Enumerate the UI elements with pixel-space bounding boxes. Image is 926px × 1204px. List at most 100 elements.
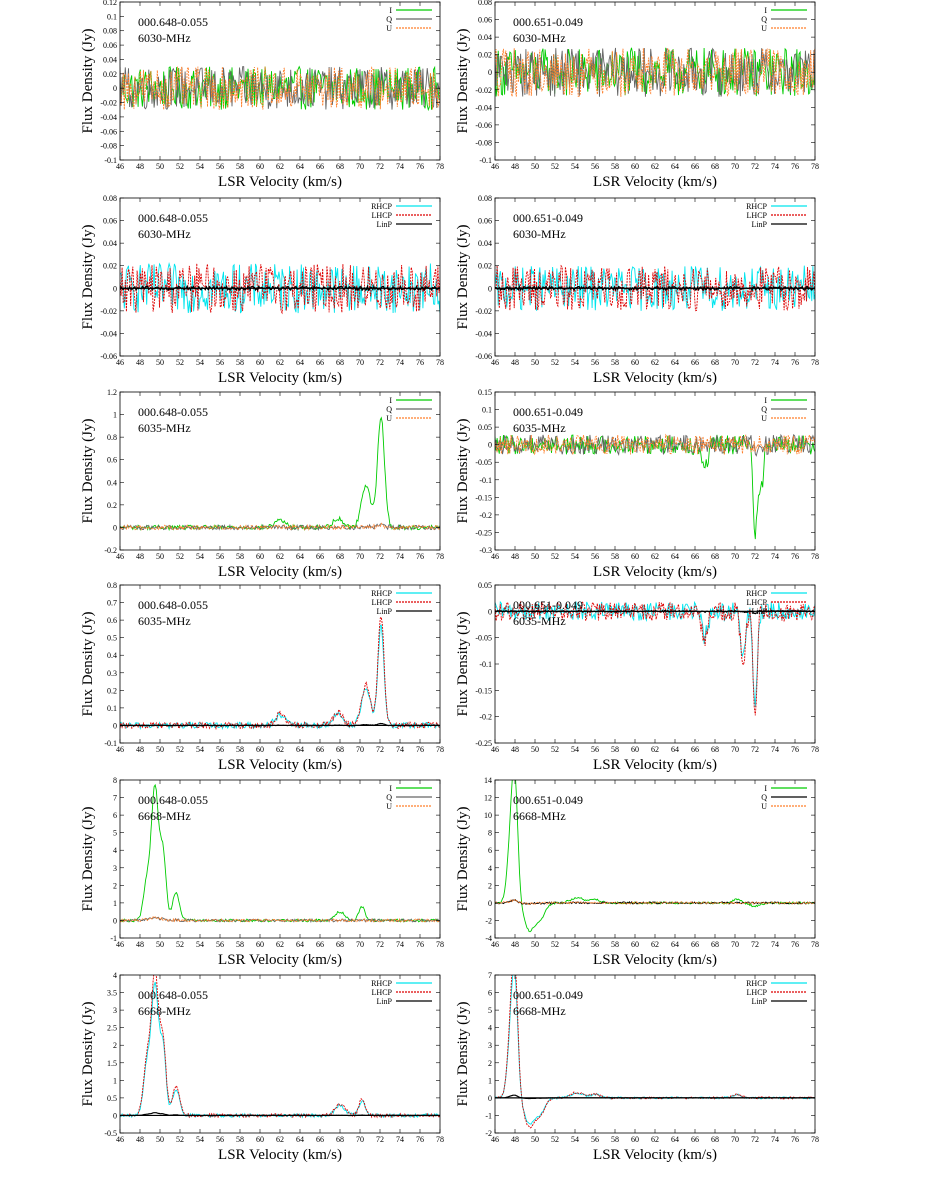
- x-tick-label: 74: [396, 940, 404, 949]
- y-tick-label: -0.1: [479, 476, 492, 485]
- x-tick-label: 74: [771, 940, 779, 949]
- legend-label: LHCP: [747, 988, 768, 997]
- x-tick-label: 68: [336, 358, 344, 367]
- y-tick-label: 0: [488, 899, 492, 908]
- x-tick-label: 58: [611, 940, 619, 949]
- y-tick-label: 1.2: [107, 388, 117, 397]
- y-tick-label: 3: [113, 864, 117, 873]
- chart-panel-8: 46 48 50 52 54 56 58 60 62 64 66 68 70 72 74 76 78 -0.25 -…: [455, 581, 819, 773]
- series-line-u: [495, 47, 815, 97]
- series-line-lhcp: [495, 264, 815, 312]
- x-tick-label: 64: [671, 1135, 679, 1144]
- x-tick-label: 54: [571, 745, 579, 754]
- series-line-i: [495, 780, 815, 933]
- x-tick-label: 74: [396, 162, 404, 171]
- x-tick-label: 74: [771, 162, 779, 171]
- y-tick-label: 1.5: [107, 1059, 117, 1068]
- x-axis-label: LSR Velocity (km/s): [218, 757, 342, 773]
- x-tick-label: 50: [531, 552, 539, 561]
- x-tick-label: 52: [176, 162, 184, 171]
- x-tick-label: 46: [116, 552, 124, 561]
- frequency-label: 6668-MHz: [513, 1004, 566, 1018]
- x-tick-label: 74: [771, 1135, 779, 1144]
- x-axis-label: LSR Velocity (km/s): [218, 952, 342, 968]
- y-tick-label: 6: [488, 846, 492, 855]
- y-tick-label: 0.04: [103, 239, 117, 248]
- y-tick-label: 0.02: [103, 70, 117, 79]
- y-tick-label: 0.4: [107, 478, 117, 487]
- x-tick-label: 50: [531, 745, 539, 754]
- series-line-u: [495, 433, 815, 456]
- x-tick-label: 74: [396, 745, 404, 754]
- y-tick-label: 0.06: [103, 41, 117, 50]
- series-line-q: [120, 66, 440, 111]
- chart-panel-9: 46 48 50 52 54 56 58 60 62 64 66 68 70 72 74 76 78-10123…: [80, 776, 444, 968]
- x-tick-label: 74: [396, 1135, 404, 1144]
- x-tick-label: 54: [196, 745, 204, 754]
- x-tick-label: 68: [336, 1135, 344, 1144]
- y-tick-label: -0.02: [100, 99, 117, 108]
- x-tick-label: 56: [216, 358, 224, 367]
- x-tick-label: 60: [631, 745, 639, 754]
- y-tick-label: 2: [488, 1059, 492, 1068]
- y-tick-label: 0.05: [478, 423, 492, 432]
- x-tick-label: 50: [156, 358, 164, 367]
- x-tick-label: 48: [511, 552, 519, 561]
- x-tick-label: 68: [711, 745, 719, 754]
- legend-label: LinP: [376, 997, 392, 1006]
- frequency-label: 6668-MHz: [138, 1004, 191, 1018]
- x-tick-label: 58: [611, 552, 619, 561]
- x-tick-label: 72: [376, 940, 384, 949]
- y-tick-label: 0: [113, 916, 117, 925]
- x-tick-label: 70: [356, 940, 364, 949]
- x-tick-label: 72: [751, 162, 759, 171]
- y-tick-label: 1: [488, 1076, 492, 1085]
- x-tick-label: 68: [711, 552, 719, 561]
- y-tick-label: 0.04: [478, 33, 492, 42]
- x-tick-label: 66: [691, 162, 699, 171]
- legend-label: RHCP: [746, 589, 767, 598]
- chart-panel-10: 46 48 50 52 54 56 58 60 62 64 66 68 70 72 74 76 78-4-202…: [455, 776, 819, 968]
- y-tick-label: 4: [488, 1024, 492, 1033]
- legend-label: U: [761, 414, 767, 423]
- y-tick-label: 0.1: [107, 704, 117, 713]
- x-tick-label: 46: [116, 940, 124, 949]
- legend-label: LinP: [751, 220, 767, 229]
- x-tick-label: 78: [436, 940, 444, 949]
- series-line-q: [495, 47, 815, 97]
- x-tick-label: 56: [216, 552, 224, 561]
- x-tick-label: 60: [631, 1135, 639, 1144]
- x-tick-label: 70: [731, 358, 739, 367]
- x-tick-label: 76: [791, 358, 799, 367]
- y-axis-label: Flux Density (Jy): [80, 806, 96, 911]
- y-tick-label: 0: [113, 84, 117, 93]
- x-tick-label: 48: [511, 745, 519, 754]
- y-tick-label: 6: [113, 811, 117, 820]
- y-tick-label: 7: [113, 794, 117, 803]
- chart-panel-4: 46 48 50 52 54 56 58 60 62 64 66 68 70 72 74 76 78 -0.06 -…: [455, 194, 819, 386]
- x-tick-label: 66: [691, 358, 699, 367]
- x-axis-label: LSR Velocity (km/s): [593, 174, 717, 190]
- x-tick-label: 66: [691, 552, 699, 561]
- x-tick-label: 54: [196, 1135, 204, 1144]
- x-tick-label: 46: [491, 552, 499, 561]
- x-tick-label: 70: [731, 1135, 739, 1144]
- legend-label: LinP: [751, 997, 767, 1006]
- x-tick-label: 62: [276, 162, 284, 171]
- y-tick-label: 3.5: [107, 989, 117, 998]
- series-line-rhcp: [120, 261, 440, 314]
- legend-label: I: [389, 784, 392, 793]
- y-tick-label: -0.2: [479, 713, 492, 722]
- x-tick-label: 54: [571, 552, 579, 561]
- y-axis-label: Flux Density (Jy): [455, 806, 471, 911]
- x-tick-label: 52: [551, 940, 559, 949]
- x-tick-label: 68: [336, 552, 344, 561]
- y-tick-label: 0.8: [107, 581, 117, 590]
- x-tick-label: 50: [156, 552, 164, 561]
- y-axis-label: Flux Density (Jy): [80, 224, 96, 329]
- legend-label: U: [386, 802, 392, 811]
- x-tick-label: 78: [811, 162, 819, 171]
- x-tick-label: 48: [511, 162, 519, 171]
- x-tick-label: 66: [316, 162, 324, 171]
- x-axis-label: LSR Velocity (km/s): [218, 564, 342, 580]
